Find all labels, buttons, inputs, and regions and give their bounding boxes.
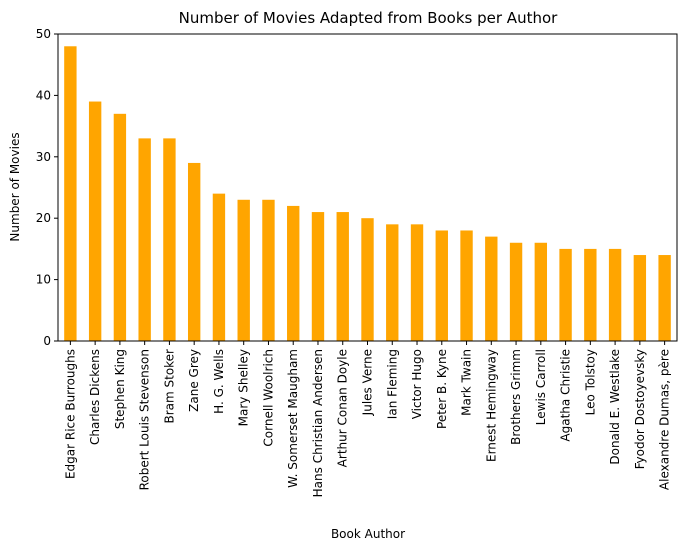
bar	[509, 242, 523, 341]
bar	[336, 212, 349, 341]
y-tick-label: 40	[36, 88, 51, 102]
x-tick-label: Arthur Conan Doyle	[336, 349, 350, 467]
x-tick-label: Agatha Christie	[559, 349, 573, 442]
y-tick-label: 30	[36, 150, 51, 164]
bar	[460, 230, 473, 341]
bar	[361, 218, 374, 341]
plot-area	[57, 33, 678, 342]
x-tick-label: Lewis Carroll	[534, 349, 548, 425]
x-tick-label: Hans Christian Andersen	[311, 349, 325, 497]
x-tick-label: Charles Dickens	[88, 349, 102, 445]
x-tick-label: Edgar Rice Burroughs	[63, 349, 77, 479]
bar	[435, 230, 448, 341]
x-tick-label: Alexandre Dumas, père	[658, 349, 672, 490]
bar	[212, 193, 226, 341]
bar	[187, 162, 201, 341]
bar	[64, 46, 77, 341]
bar	[658, 255, 671, 341]
x-tick-label: Fyodor Dostoyevsky	[633, 349, 647, 469]
y-tick-label: 20	[36, 211, 51, 225]
chart-title: Number of Movies Adapted from Books per …	[179, 9, 558, 27]
y-axis-label: Number of Movies	[8, 132, 22, 241]
bar	[633, 255, 647, 341]
bar	[485, 236, 498, 341]
bar	[287, 205, 300, 341]
x-tick-label: Mark Twain	[460, 349, 474, 416]
bar	[113, 113, 127, 341]
x-tick-label: Peter B. Kyne	[435, 349, 449, 429]
bars-group	[64, 46, 671, 341]
bar	[237, 199, 250, 341]
x-tick-label: W. Somerset Maugham	[286, 349, 300, 488]
x-tick-label: Mary Shelley	[237, 349, 251, 426]
x-tick-label: H. G. Wells	[212, 349, 226, 414]
bar	[163, 138, 176, 341]
y-tick-label: 0	[43, 334, 51, 348]
y-tick-label: 10	[36, 273, 51, 287]
x-tick-label: Leo Tolstoy	[583, 349, 597, 415]
x-tick-label: Robert Louis Stevenson	[138, 349, 152, 490]
x-axis-label: Book Author	[331, 527, 405, 541]
bar	[311, 212, 325, 341]
x-tick-label: Bram Stoker	[162, 349, 176, 424]
x-tick-label: Zane Grey	[187, 349, 201, 412]
x-tick-label: Ernest Hemingway	[484, 349, 498, 462]
x-tick-label: Stephen King	[113, 349, 127, 429]
bar	[608, 248, 622, 341]
x-tick-label: Ian Fleming	[385, 349, 399, 419]
bar	[88, 101, 102, 341]
x-tick-label: Victor Hugo	[410, 349, 424, 419]
bar	[138, 138, 151, 341]
bar	[559, 248, 572, 341]
bar	[262, 199, 275, 341]
bar	[534, 242, 548, 341]
bar	[386, 224, 399, 341]
x-axis: Edgar Rice Burroughs Charles Dickens Steph…	[63, 341, 672, 497]
bar	[410, 224, 424, 341]
bar	[584, 248, 597, 341]
x-tick-label: Jules Verne	[361, 349, 375, 416]
y-axis: 0 10 20 30 40 50	[36, 27, 58, 348]
plot-frame	[57, 33, 678, 342]
x-tick-label: Donald E. Westlake	[608, 349, 622, 465]
x-tick-label: Cornell Woolrich	[261, 349, 275, 447]
x-tick-label: Brothers Grimm	[509, 349, 523, 445]
y-tick-label: 50	[36, 27, 51, 41]
